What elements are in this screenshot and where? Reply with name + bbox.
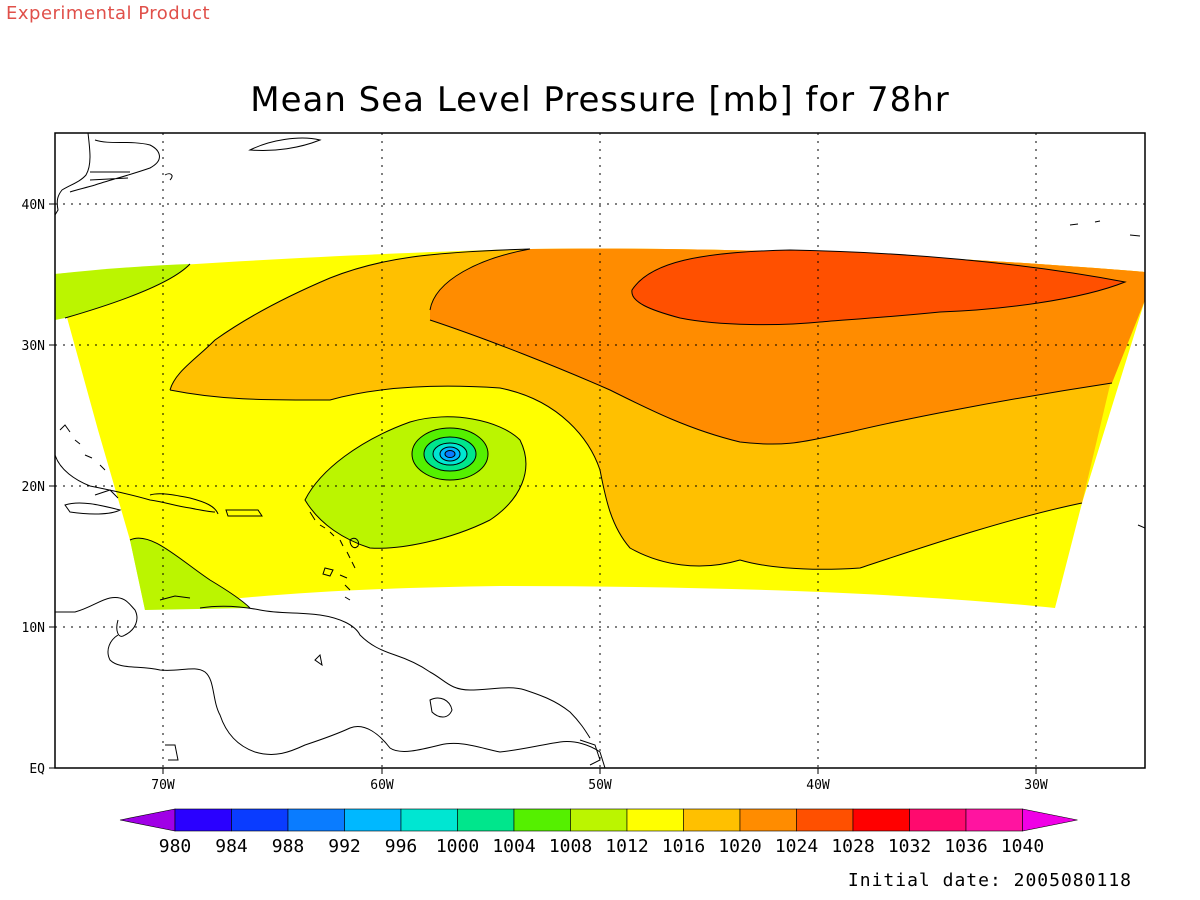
colorbar-label: 1008	[549, 836, 592, 857]
colorbar-label: 1012	[605, 836, 648, 857]
colorbar-label: 992	[328, 836, 361, 857]
lon-label-40w: 40W	[806, 778, 830, 793]
colorbar-label: 1028	[831, 836, 874, 857]
coast-hispaniola	[149, 493, 219, 515]
colorbar-label: 984	[215, 836, 248, 857]
colorbar-label: 1040	[1001, 836, 1044, 857]
coast-south-america	[55, 596, 606, 768]
colorbar-label: 1032	[888, 836, 931, 857]
lat-label-30n: 30N	[22, 339, 45, 354]
coast-cuba	[55, 454, 216, 513]
contour-1028	[631, 250, 1125, 325]
colorbar-label: 1036	[944, 836, 987, 857]
lat-label-eq: EQ	[29, 762, 45, 777]
colorbar-swatch	[909, 808, 967, 832]
contour-1008-west	[55, 264, 190, 320]
colorbar-label: 1020	[718, 836, 761, 857]
lon-label-60w: 60W	[370, 778, 394, 793]
colorbar-arrow-high	[1022, 808, 1078, 832]
colorbar-swatch	[344, 808, 402, 832]
lon-label-30w: 30W	[1024, 778, 1048, 793]
colorbar: 980 984 988 992 996 1000 1004 1008 1012 1016 1020 1…	[119, 808, 1078, 857]
colorbar-swatch	[683, 808, 741, 832]
colorbar-label: 980	[159, 836, 192, 857]
coast-puerto-rico	[225, 509, 263, 517]
lat-label-10n: 10N	[22, 621, 45, 636]
experimental-product-label: Experimental Product	[6, 3, 211, 24]
colorbar-label: 988	[272, 836, 305, 857]
coast-north-america	[55, 133, 160, 216]
colorbar-swatch	[852, 808, 910, 832]
colorbar-swatch	[457, 808, 515, 832]
colorbar-label: 1016	[662, 836, 705, 857]
axis-labels: 70W 60W 50W 40W 30W EQ 10N 20N 30N 40N	[22, 198, 1048, 793]
pressure-field	[55, 133, 1145, 768]
colorbar-swatch	[739, 808, 797, 832]
colorbar-label: 1004	[492, 836, 535, 857]
contour-1008-south	[130, 538, 250, 610]
colorbar-swatch	[626, 808, 684, 832]
colorbar-swatch	[174, 808, 232, 832]
colorbar-label: 996	[385, 836, 418, 857]
colorbar-swatch	[513, 808, 571, 832]
coastlines	[55, 133, 1145, 768]
contour-988	[445, 450, 455, 458]
colorbar-swatch	[231, 808, 289, 832]
colorbar-swatch	[287, 808, 345, 832]
colorbar-arrow-low	[119, 808, 176, 832]
axis-ticks	[49, 203, 1037, 774]
contour-lines	[64, 248, 1127, 609]
map-title: Mean Sea Level Pressure [mb] for 78hr	[250, 80, 950, 120]
lat-label-20n: 20N	[22, 480, 45, 495]
colorbar-swatch	[400, 808, 458, 832]
colorbar-label: 1024	[775, 836, 818, 857]
initial-date: Initial date: 2005080118	[847, 870, 1132, 891]
colorbar-swatch	[796, 808, 854, 832]
lon-label-50w: 50W	[588, 778, 612, 793]
colorbar-swatch	[965, 808, 1023, 832]
lon-label-70w: 70W	[151, 778, 175, 793]
lat-label-40n: 40N	[22, 198, 45, 213]
graticule	[55, 133, 1145, 768]
colorbar-label: 1000	[436, 836, 479, 857]
colorbar-swatch	[570, 808, 628, 832]
